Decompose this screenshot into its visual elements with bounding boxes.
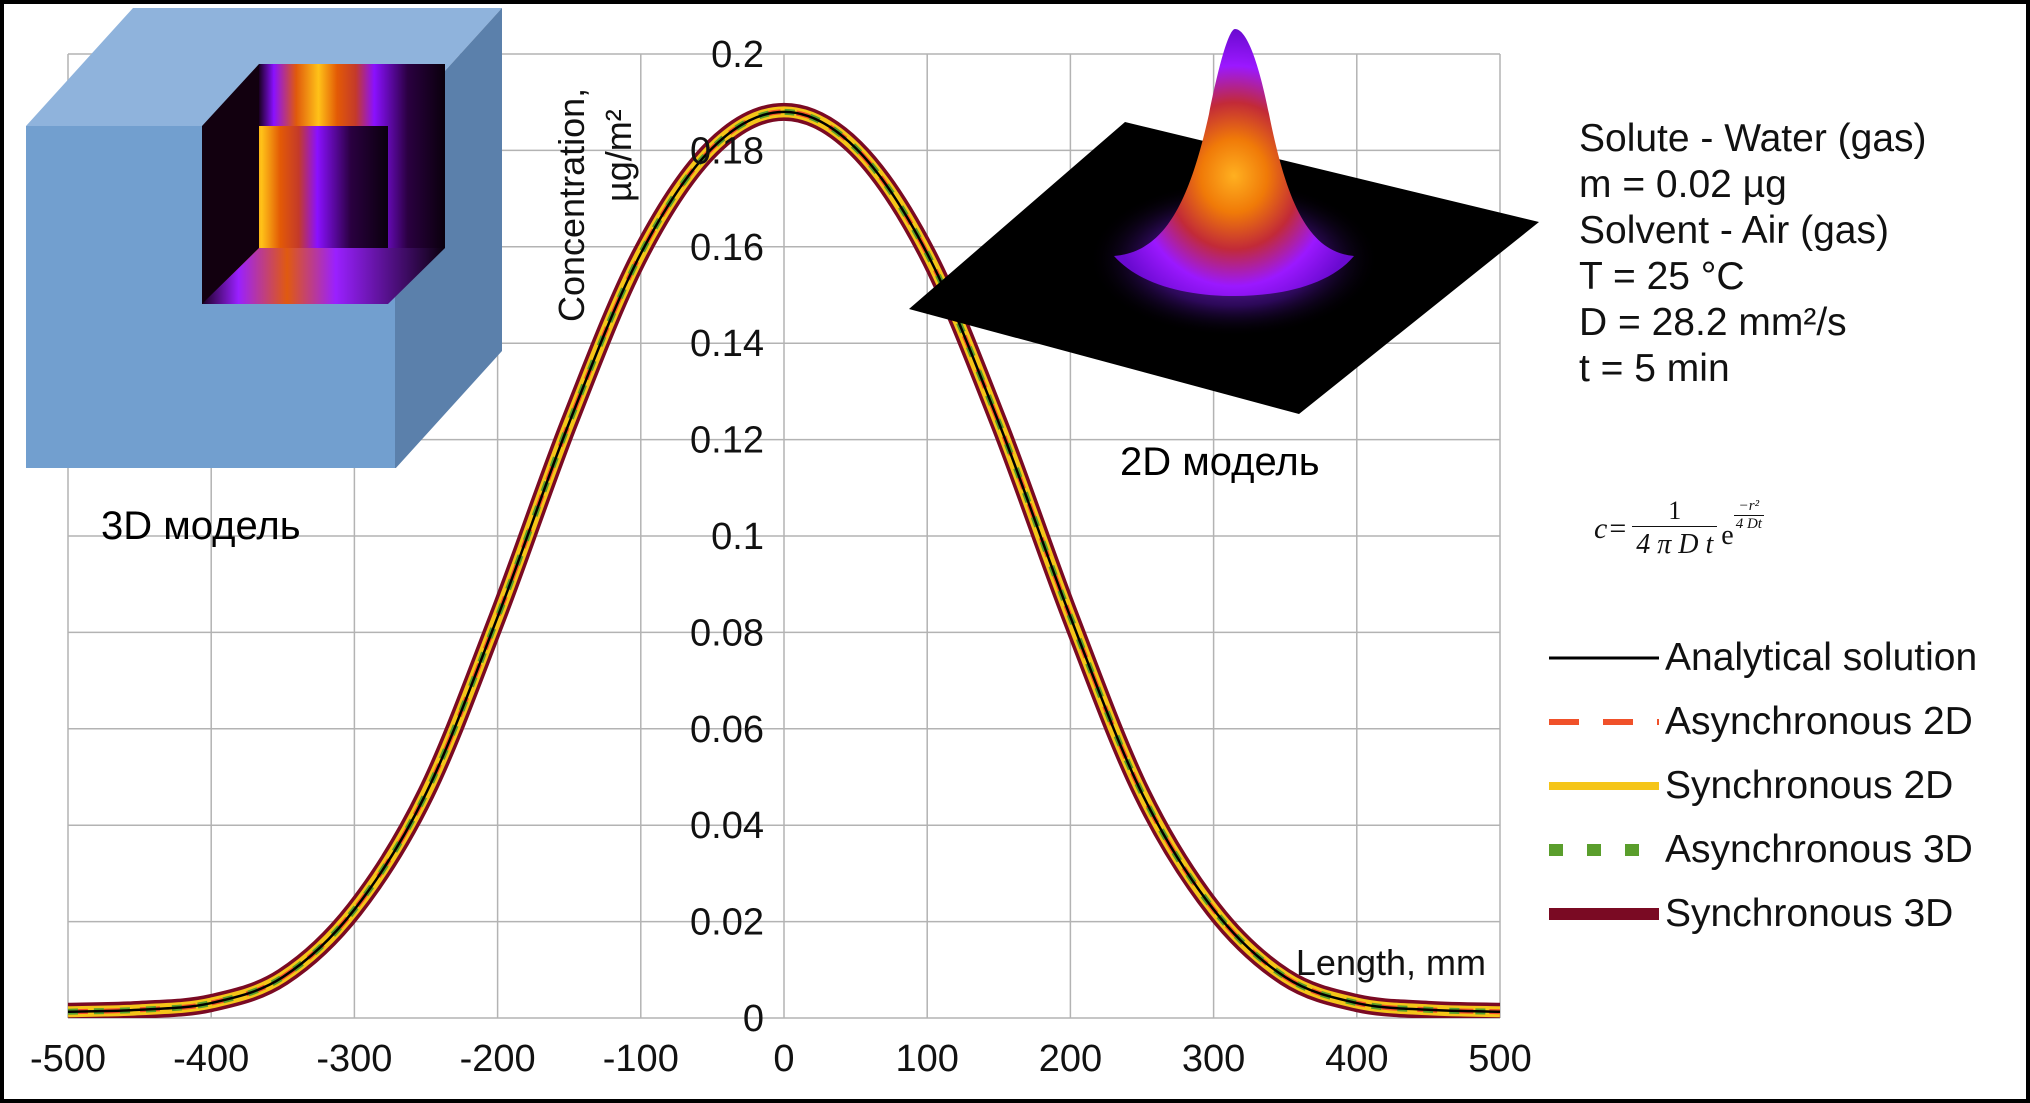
legend-item-async-2d: Asynchronous 2D (1549, 690, 1977, 754)
param-solute: Solute - Water (gas) (1579, 117, 1927, 160)
legend-label: Synchronous 3D (1665, 892, 1954, 935)
y-tick-label: 0.04 (690, 805, 764, 847)
x-tick-label: 0 (773, 1038, 794, 1080)
formula-exponent-numerator: −r² (1738, 498, 1760, 514)
x-tick-label: -300 (316, 1038, 392, 1080)
formula-equals: = (1609, 511, 1627, 545)
y-tick-label: 0 (743, 998, 764, 1040)
legend-label: Synchronous 2D (1665, 764, 1954, 807)
y-tick-label: 0.12 (690, 420, 764, 462)
legend-item-analytical: Analytical solution (1549, 626, 1977, 690)
y-axis-title-line2: µg/m² (598, 109, 639, 202)
param-solvent: Solvent - Air (gas) (1579, 209, 1889, 252)
legend-swatch-async-3d (1549, 844, 1659, 856)
y-tick-label: 0.06 (690, 709, 764, 751)
x-tick-label: 200 (1039, 1038, 1102, 1080)
legend-item-sync-3d: Synchronous 3D (1549, 882, 1977, 946)
y-tick-label: 0.1 (711, 516, 764, 558)
cube-cutaway-floor (202, 248, 445, 304)
legend-swatch-async-2d (1549, 719, 1659, 725)
y-tick-label: 0.18 (690, 130, 764, 172)
model-3d-illustration (26, 8, 502, 468)
series-layer (68, 102, 1500, 1018)
y-tick-label: 0.2 (711, 34, 764, 76)
legend-swatch-sync-3d (1549, 908, 1659, 920)
cube-cutaway-wall (202, 64, 259, 304)
caption-3d-model: 3D модель (101, 504, 301, 548)
x-tick-label: -100 (603, 1038, 679, 1080)
legend-swatch-sync-2d (1549, 782, 1659, 790)
param-mass: m = 0.02 µg (1579, 163, 1787, 206)
x-tick-label: -200 (460, 1038, 536, 1080)
series-line-analytical-solution (68, 110, 1500, 1013)
x-tick-label: -500 (30, 1038, 106, 1080)
x-tick-label: -400 (173, 1038, 249, 1080)
legend-item-async-3d: Asynchronous 3D (1549, 818, 1977, 882)
y-tick-label: 0.02 (690, 902, 764, 944)
formula-exponent-denominator: 4 Dt (1733, 515, 1764, 532)
formula-numerator: 1 (1668, 496, 1682, 525)
y-tick-label: 0.16 (690, 227, 764, 269)
y-axis-title-line1: Concentration, (551, 88, 592, 322)
param-time: t = 5 min (1579, 347, 1730, 390)
chart-panel: 0 0.02 0.04 0.06 0.08 0.1 0.12 0.14 0.16 0.18 0.2 -… (4, 4, 2026, 1099)
param-diffusivity: D = 28.2 mm²/s (1579, 301, 1847, 344)
simulation-parameters: Solute - Water (gas) m = 0.02 µg Solvent… (1579, 116, 1927, 392)
legend: Analytical solution Asynchronous 2D Sync… (1549, 626, 1977, 946)
x-tick-label: 100 (895, 1038, 958, 1080)
param-temperature: T = 25 °C (1579, 255, 1745, 298)
caption-2d-model: 2D модель (1120, 440, 1320, 484)
gaussian-bump (1114, 29, 1354, 296)
x-axis-title: Length, mm (1296, 942, 1486, 983)
legend-swatch-analytical (1549, 656, 1659, 660)
y-tick-label: 0.14 (690, 323, 764, 365)
legend-label: Asynchronous 2D (1665, 700, 1973, 743)
formula-denominator: 4 π D t (1632, 526, 1718, 561)
analytical-formula: c = 1 4 π D t e −r² 4 Dt (1594, 496, 1764, 561)
legend-label: Analytical solution (1665, 636, 1978, 679)
x-tick-label: 300 (1182, 1038, 1245, 1080)
model-2d-illustration (909, 29, 1539, 414)
legend-item-sync-2d: Synchronous 2D (1549, 754, 1977, 818)
formula-fraction: 1 4 π D t (1632, 496, 1718, 561)
tick-labels: 0 0.02 0.04 0.06 0.08 0.1 0.12 0.14 0.16 0.18 0.2 -… (30, 34, 1532, 1080)
y-tick-label: 0.08 (690, 612, 764, 654)
formula-exponent: −r² 4 Dt (1733, 498, 1764, 533)
formula-exp-base: e (1721, 519, 1734, 551)
x-tick-label: 400 (1325, 1038, 1388, 1080)
formula-lhs: c (1594, 511, 1608, 545)
legend-label: Asynchronous 3D (1665, 828, 1973, 871)
x-tick-label: 500 (1468, 1038, 1531, 1080)
